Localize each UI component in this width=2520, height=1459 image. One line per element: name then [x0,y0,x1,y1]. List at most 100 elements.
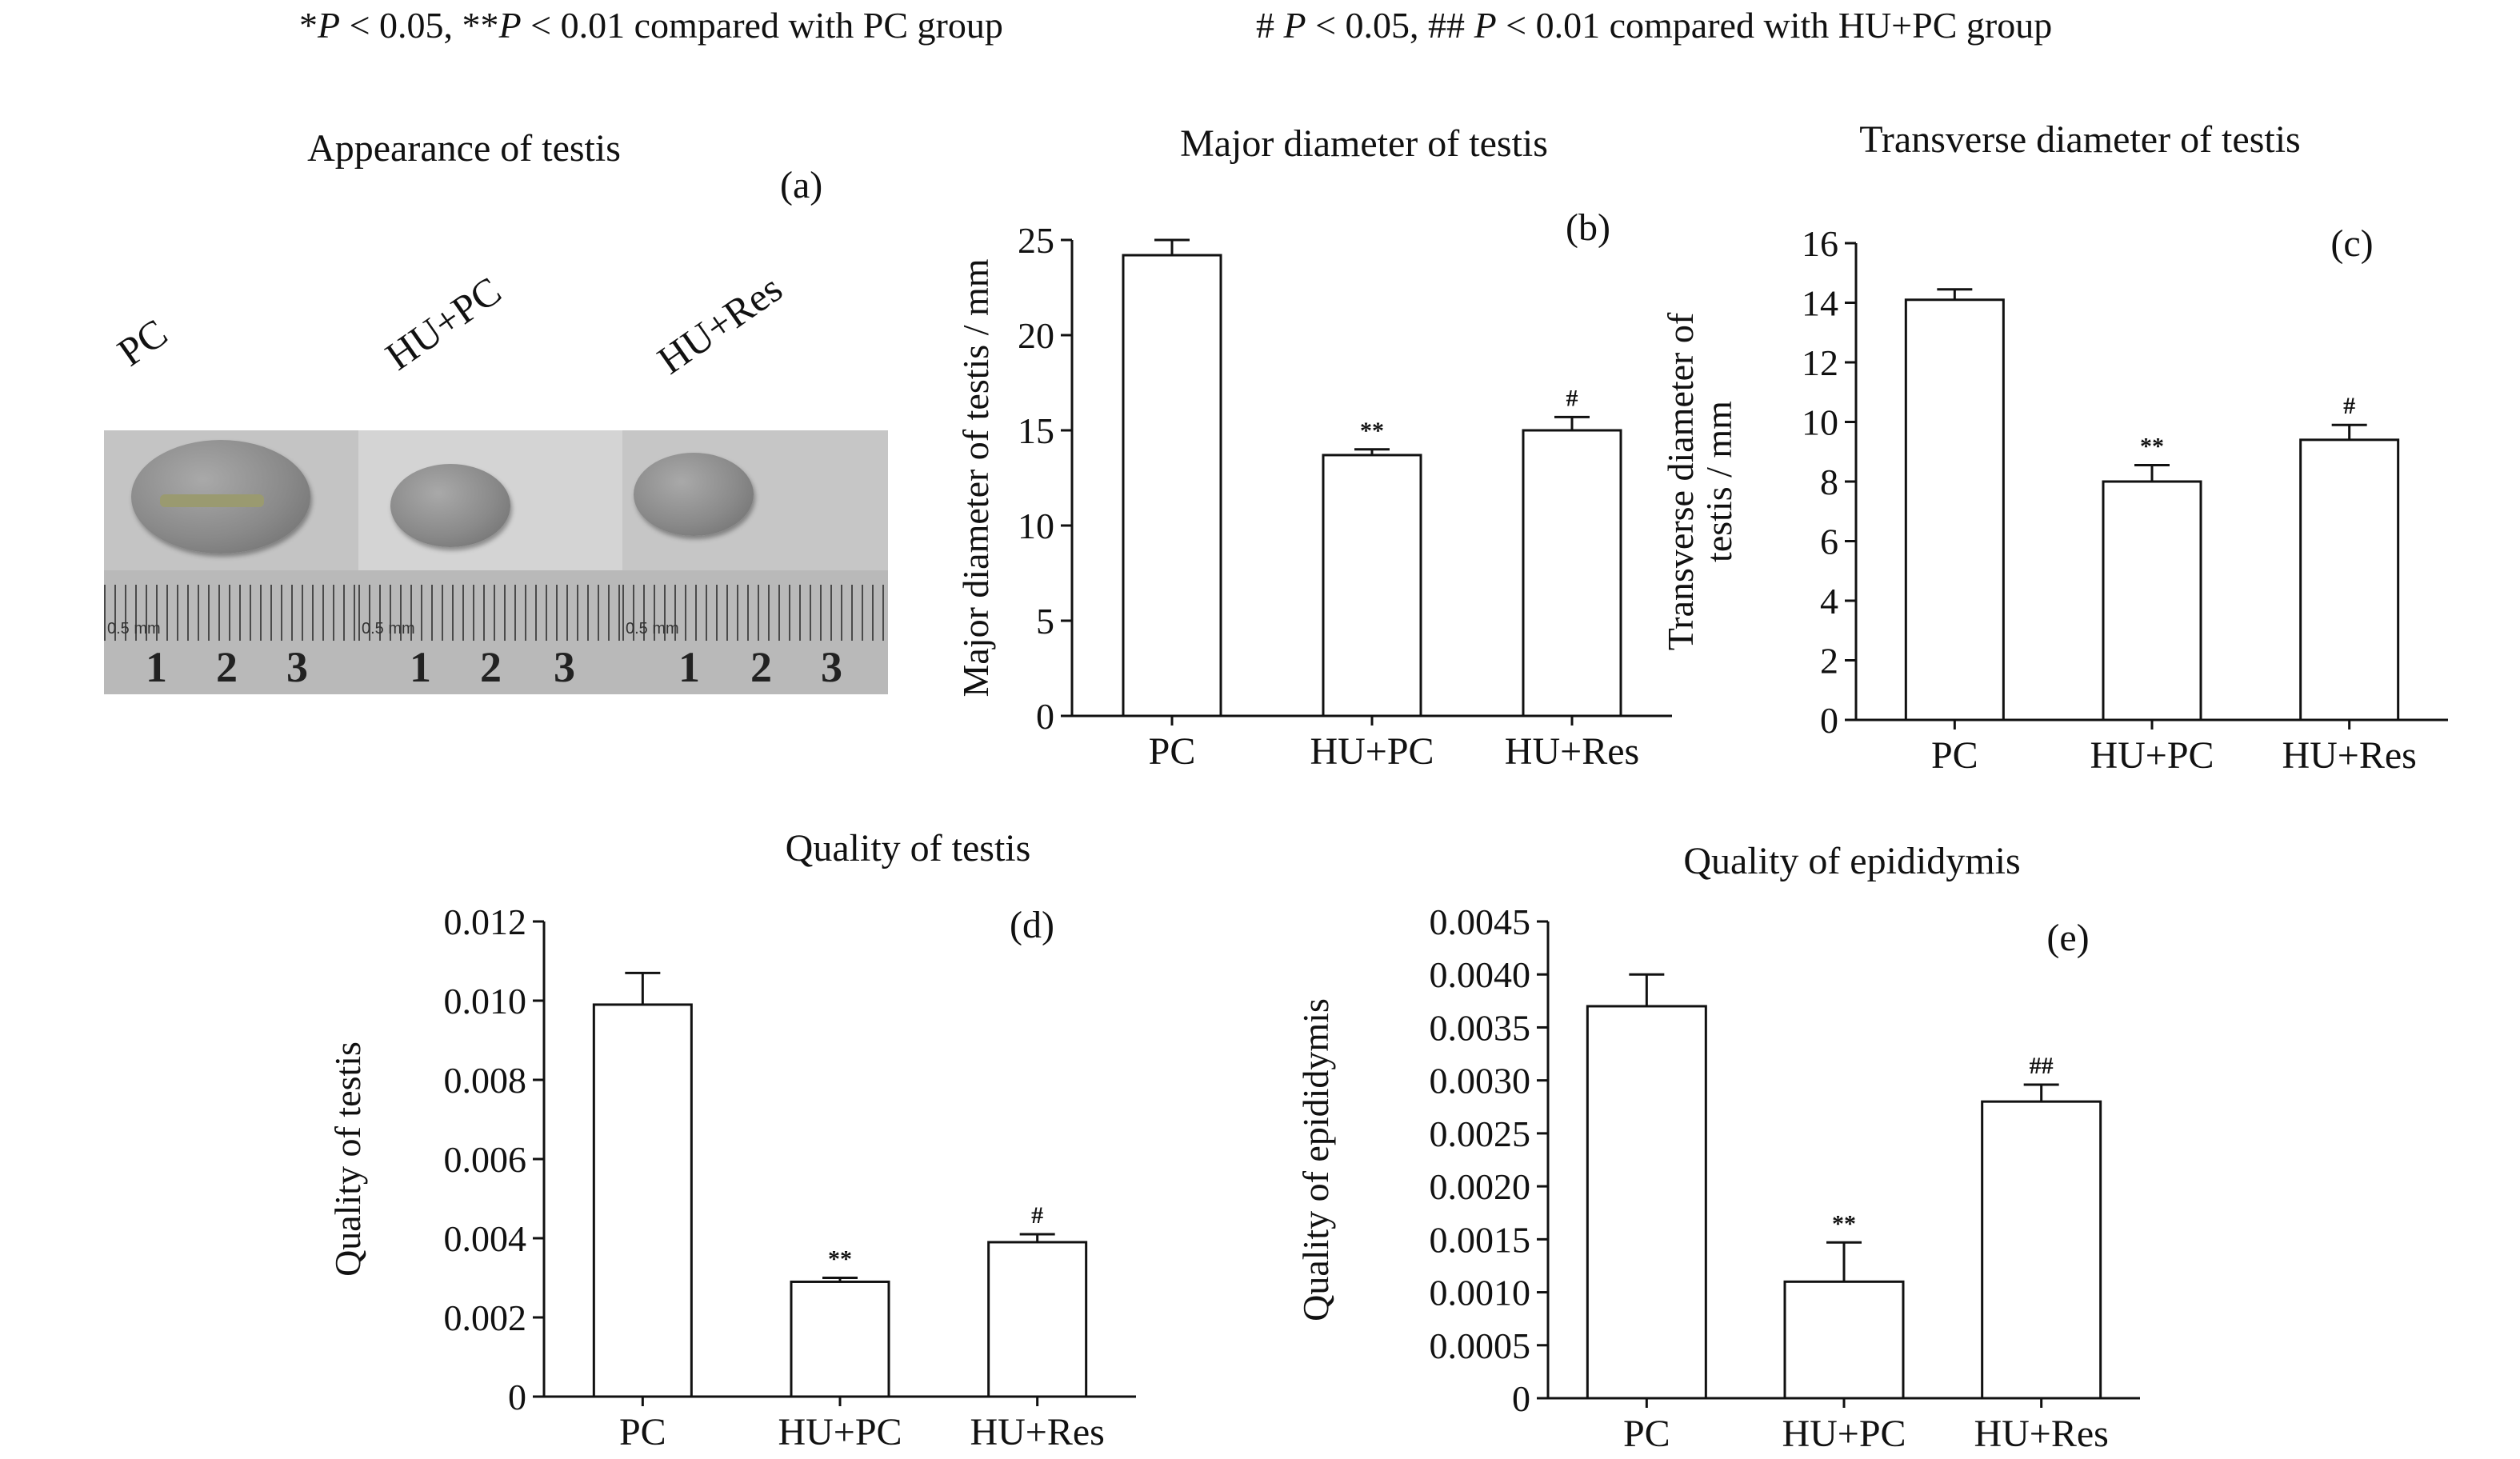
bar [1904,298,2005,722]
bar [1522,429,1622,718]
significance-mark: ** [2140,434,2164,460]
y-tick-label: 0.002 [444,1297,527,1338]
x-tick-label: HU+Res [970,1411,1104,1453]
bar [987,1241,1088,1398]
photo-hures: 0.5 mm 1 2 3 [622,430,888,694]
testis-pc-highlight [160,494,264,507]
ruler-digit: 2 [216,643,238,691]
legend-star: * [299,5,318,46]
significance-mark: ** [1832,1210,1856,1237]
ruler-unit: 0.5 mm [362,620,415,638]
y-tick-label: 0.0040 [1430,954,1531,995]
significance-mark: ## [2030,1053,2054,1079]
bar [2299,438,2400,722]
y-tick-label: 10 [1018,506,1054,546]
y-tick-label: 0.0005 [1430,1325,1531,1366]
ruler-digit: 1 [678,643,700,691]
x-tick-label: HU+PC [778,1411,902,1453]
testis-hupc-image [390,464,510,547]
chart-quality-epididymis: Quality of epididymis (e) 0 0.0005 0.0010 0.0… [1295,840,2140,1455]
y-tick-label: 0.0020 [1430,1166,1531,1207]
chart-transverse-diameter: Transverse diameter of testis (c) 0 2 4 6 8 10 1… [1660,118,2448,777]
y-tick-label: 6 [1820,522,1838,562]
photo-pc: 0.5 mm 1 2 3 [104,430,358,694]
y-tick-label: 0.0015 [1430,1219,1531,1260]
chart-quality-testis: Quality of testis (d) 0 0.002 0.004 0.006 0.00… [327,827,1136,1453]
significance-legend-pc: *P < 0.05, **P < 0.01 compared with PC g… [299,2,1003,50]
ruler-ticks [358,585,622,641]
testis-hures-image [634,453,754,536]
legend-text: < 0.01 compared with PC group [521,5,1003,46]
significance-mark: ** [1360,418,1384,444]
y-tick-label: 0.010 [444,981,527,1021]
ruler-ticks [104,585,358,641]
y-axis-label: testis / mm [1698,401,1739,562]
ruler-digit: 2 [750,643,772,691]
chart-title: Quality of testis [786,827,1031,869]
ruler-digit: 2 [480,643,502,691]
significance-mark: # [1031,1202,1043,1229]
legend-hash: # [1256,5,1284,46]
photo-hupc: 0.5 mm 1 2 3 [358,430,622,694]
panel-letter: (e) [2046,917,2089,959]
y-tick-label: 16 [1802,223,1838,264]
ruler-hupc: 0.5 mm 1 2 3 [358,570,622,694]
x-tick-label: HU+PC [2090,734,2214,777]
legend-p-italic: P [1474,5,1497,46]
legend-text: < 0.05, ## [1306,5,1474,46]
bar [790,1280,890,1398]
y-tick-label: 0.008 [444,1060,527,1101]
chart-major-diameter: Major diameter of testis (b) 0 5 10 15 20 25 Maj… [955,122,1672,773]
ruler-digit: 3 [821,643,842,691]
y-tick-label: 0.0010 [1430,1273,1531,1313]
x-tick-label: PC [1623,1413,1670,1455]
legend-p-italic: P [498,5,522,46]
testis-photo: 0.5 mm 1 2 3 0.5 mm 1 2 3 0.5 mm 1 [104,430,888,694]
y-axis-label: Quality of epididymis [1295,998,1336,1321]
panel-letter: (c) [2330,222,2373,265]
x-tick-label: HU+PC [1782,1413,1906,1455]
x-tick-label: PC [1149,730,1196,773]
y-tick-label: 0.0035 [1430,1007,1531,1048]
x-tick-label: HU+Res [2282,734,2416,777]
bar [1586,1005,1707,1400]
bar [1122,254,1222,718]
y-axis-label: Major diameter of testis / mm [955,258,996,697]
y-tick-label: 15 [1018,410,1054,451]
bar [1783,1280,1905,1400]
y-tick-label: 0.006 [444,1139,527,1180]
ruler-digit: 1 [146,643,167,691]
y-tick-label: 0 [1820,700,1838,741]
x-tick-label: HU+Res [1974,1413,2108,1455]
ruler-unit: 0.5 mm [626,620,679,638]
y-tick-label: 0 [1512,1378,1530,1419]
y-tick-label: 25 [1018,220,1054,261]
y-axis-label: Transverse diameter of [1660,312,1701,650]
significance-legend-hupc: # P < 0.05, ## P < 0.01 compared with HU… [1256,2,2052,50]
significance-mark: # [1566,385,1578,411]
y-tick-label: 0 [508,1377,526,1417]
y-axis-label: Quality of testis [327,1041,368,1277]
bar [1322,454,1422,718]
y-tick-label: 10 [1802,402,1838,443]
legend-text: < 0.01 compared with HU+PC group [1496,5,2053,46]
ruler-digit: 3 [286,643,308,691]
x-tick-label: HU+PC [1310,730,1434,773]
bar [592,1003,693,1398]
y-tick-label: 0.0025 [1430,1113,1531,1154]
significance-mark: # [2343,393,2355,419]
x-tick-label: PC [1931,734,1978,777]
bar [2102,480,2202,722]
chart-title: Transverse diameter of testis [1859,118,2300,161]
y-tick-label: 4 [1820,581,1838,622]
legend-text: < 0.05, ** [340,5,499,46]
y-tick-label: 0.0045 [1430,901,1531,942]
y-tick-label: 5 [1036,601,1054,642]
significance-mark: ** [828,1246,852,1273]
ruler-ticks [622,585,888,641]
ruler-digit: 1 [410,643,431,691]
y-tick-label: 12 [1802,342,1838,383]
y-tick-label: 0.004 [444,1218,527,1259]
ruler-hures: 0.5 mm 1 2 3 [622,570,888,694]
photo-group-label-hupc: HU+PC [377,267,510,379]
